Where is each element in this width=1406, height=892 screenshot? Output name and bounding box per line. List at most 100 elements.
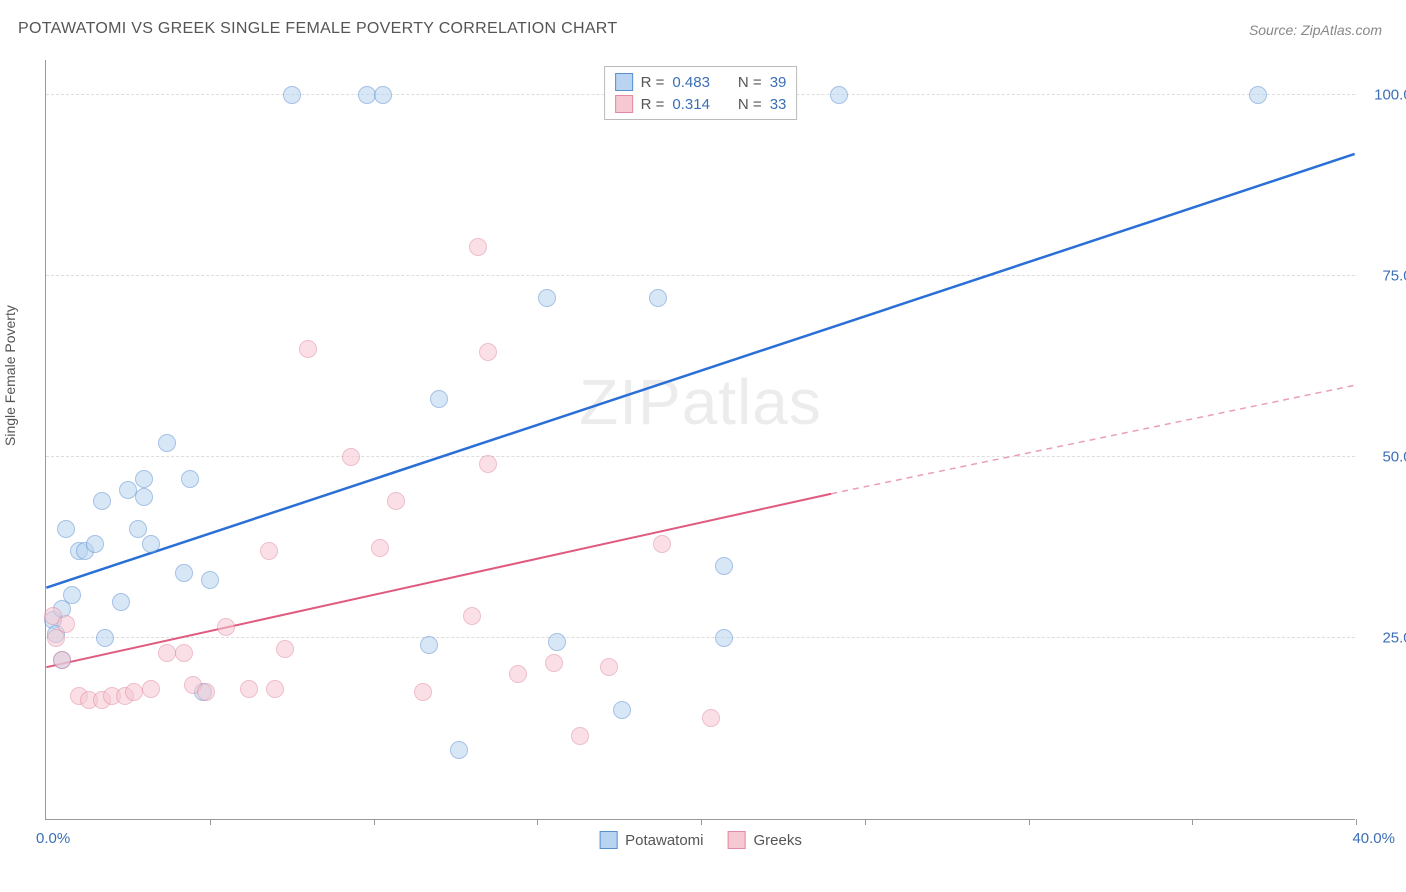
data-point	[158, 644, 176, 662]
legend-stats-row: R = 0.314 N = 33	[615, 93, 787, 115]
data-point	[1249, 86, 1267, 104]
legend-swatch-potawatomi	[615, 73, 633, 91]
r-label: R =	[641, 74, 665, 91]
n-value-1: 33	[770, 96, 787, 113]
data-point	[63, 586, 81, 604]
x-max-label: 40.0%	[1352, 830, 1395, 847]
grid-line	[46, 456, 1355, 457]
data-point	[830, 86, 848, 104]
x-tick	[1356, 819, 1357, 825]
data-point	[613, 701, 631, 719]
y-tick-label: 50.0%	[1382, 449, 1406, 466]
chart-container: POTAWATOMI VS GREEK SINGLE FEMALE POVERT…	[0, 0, 1406, 892]
data-point	[374, 86, 392, 104]
data-point	[142, 680, 160, 698]
data-point	[175, 644, 193, 662]
y-tick-label: 100.0%	[1374, 87, 1406, 104]
legend-series: Potawatomi Greeks	[599, 831, 802, 849]
data-point	[548, 633, 566, 651]
data-point	[414, 683, 432, 701]
data-point	[371, 539, 389, 557]
x-tick	[1029, 819, 1030, 825]
data-point	[479, 455, 497, 473]
data-point	[96, 629, 114, 647]
data-point	[342, 448, 360, 466]
data-point	[545, 654, 563, 672]
data-point	[197, 683, 215, 701]
legend-swatch-potawatomi	[599, 831, 617, 849]
n-label: N =	[738, 96, 762, 113]
y-tick-label: 75.0%	[1382, 268, 1406, 285]
data-point	[93, 492, 111, 510]
watermark: ZIPatlas	[579, 365, 822, 439]
data-point	[53, 651, 71, 669]
r-value-0: 0.483	[672, 74, 710, 91]
data-point	[142, 535, 160, 553]
data-point	[266, 680, 284, 698]
data-point	[86, 535, 104, 553]
legend-stats-row: R = 0.483 N = 39	[615, 71, 787, 93]
data-point	[276, 640, 294, 658]
data-point	[649, 289, 667, 307]
x-tick	[865, 819, 866, 825]
data-point	[260, 542, 278, 560]
plot-area: ZIPatlas R = 0.483 N = 39 R = 0.314 N = …	[45, 60, 1355, 820]
data-point	[420, 636, 438, 654]
legend-swatch-greeks	[615, 95, 633, 113]
data-point	[463, 607, 481, 625]
data-point	[125, 683, 143, 701]
data-point	[57, 520, 75, 538]
legend-item-greeks: Greeks	[728, 831, 802, 849]
data-point	[479, 343, 497, 361]
grid-line	[46, 275, 1355, 276]
x-tick	[701, 819, 702, 825]
data-point	[538, 289, 556, 307]
r-value-1: 0.314	[672, 96, 710, 113]
data-point	[299, 340, 317, 358]
data-point	[450, 741, 468, 759]
trend-lines	[46, 60, 1355, 819]
y-tick-label: 25.0%	[1382, 630, 1406, 647]
x-tick	[374, 819, 375, 825]
data-point	[240, 680, 258, 698]
x-tick	[1192, 819, 1193, 825]
data-point	[217, 618, 235, 636]
x-tick	[537, 819, 538, 825]
legend-swatch-greeks	[728, 831, 746, 849]
data-point	[715, 629, 733, 647]
data-point	[135, 470, 153, 488]
data-point	[358, 86, 376, 104]
source-label: Source: ZipAtlas.com	[1249, 22, 1382, 38]
data-point	[509, 665, 527, 683]
y-axis-label: Single Female Poverty	[2, 305, 18, 446]
data-point	[201, 571, 219, 589]
chart-title: POTAWATOMI VS GREEK SINGLE FEMALE POVERT…	[18, 20, 617, 38]
x-tick	[210, 819, 211, 825]
data-point	[57, 615, 75, 633]
data-point	[430, 390, 448, 408]
data-point	[129, 520, 147, 538]
data-point	[653, 535, 671, 553]
data-point	[715, 557, 733, 575]
data-point	[600, 658, 618, 676]
data-point	[119, 481, 137, 499]
legend-label: Potawatomi	[625, 832, 703, 849]
data-point	[158, 434, 176, 452]
data-point	[469, 238, 487, 256]
data-point	[112, 593, 130, 611]
n-label: N =	[738, 74, 762, 91]
data-point	[571, 727, 589, 745]
data-point	[135, 488, 153, 506]
legend-stats: R = 0.483 N = 39 R = 0.314 N = 33	[604, 66, 798, 120]
data-point	[181, 470, 199, 488]
data-point	[387, 492, 405, 510]
r-label: R =	[641, 96, 665, 113]
data-point	[175, 564, 193, 582]
data-point	[702, 709, 720, 727]
legend-item-potawatomi: Potawatomi	[599, 831, 703, 849]
n-value-0: 39	[770, 74, 787, 91]
legend-label: Greeks	[754, 832, 802, 849]
grid-line	[46, 637, 1355, 638]
x-origin-label: 0.0%	[36, 830, 70, 847]
data-point	[283, 86, 301, 104]
